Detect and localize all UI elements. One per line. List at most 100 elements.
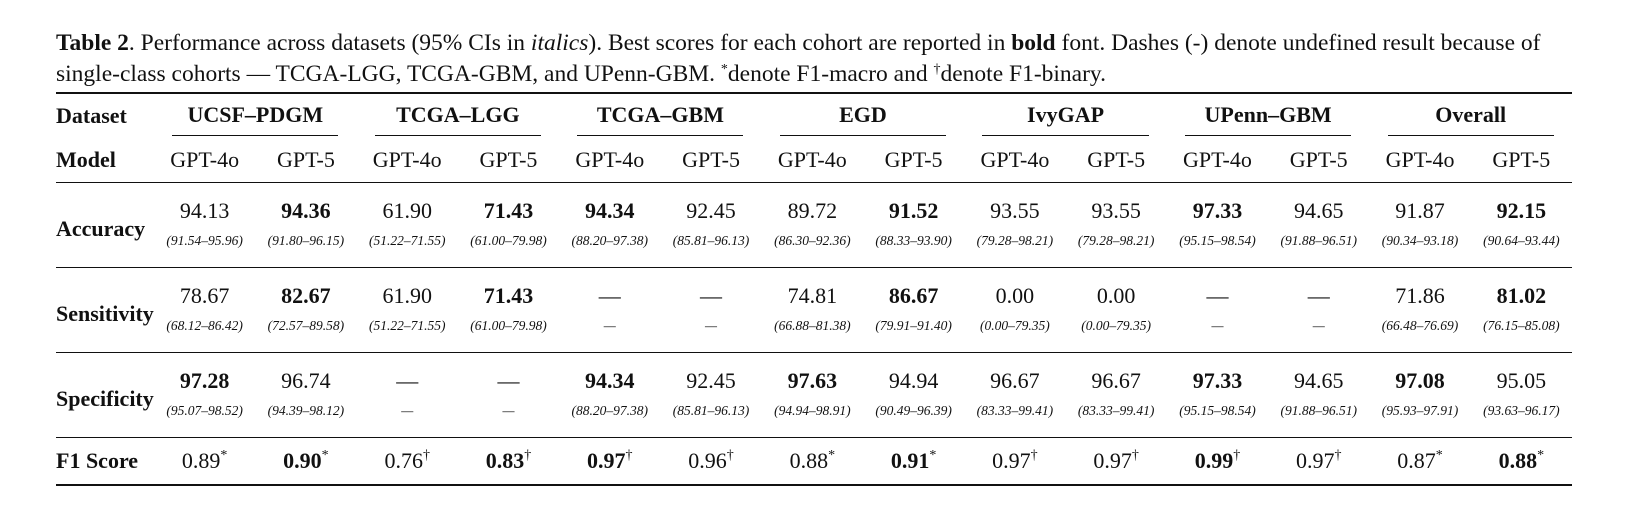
sensitivity-value-cell: 86.67 bbox=[888, 283, 939, 308]
accuracy-value-cell: 93.55 bbox=[990, 198, 1040, 223]
dataset-header-cell: Overall bbox=[1369, 93, 1572, 138]
dataset-name: Overall bbox=[1387, 102, 1554, 136]
sensitivity-ci-cell: (72.57–89.58) bbox=[267, 318, 345, 333]
dataset-name: IvyGAP bbox=[982, 102, 1149, 136]
accuracy-value-cell: 94.34 bbox=[585, 198, 635, 223]
sensitivity-value-cell: 71.86 bbox=[1395, 283, 1445, 308]
sensitivity-value-cell: 61.90 bbox=[382, 283, 432, 308]
accuracy-ci-cell: (91.54–95.96) bbox=[166, 233, 243, 248]
accuracy-value-cell: 92.45 bbox=[686, 198, 736, 223]
f1-mark: † bbox=[625, 448, 633, 463]
f1-mark: † bbox=[1030, 448, 1038, 463]
f1-mark: * bbox=[1537, 448, 1545, 463]
specificity-label: Specificity bbox=[56, 386, 154, 411]
model-header-cell: GPT-5 bbox=[1492, 147, 1551, 172]
specificity-value-cell: 97.08 bbox=[1395, 368, 1445, 393]
specificity-ci-cell: (93.63–96.17) bbox=[1483, 403, 1560, 418]
accuracy-ci-cell: (90.34–93.18) bbox=[1381, 233, 1459, 248]
f1-value: 0.88 bbox=[789, 448, 829, 473]
specificity-value-cell: — bbox=[497, 368, 520, 393]
sensitivity-value-cell: 0.00 bbox=[995, 283, 1035, 308]
f1-row: F1 Score 0.89* 0.90* 0.76† 0.83† 0.97† 0.96† 0.… bbox=[56, 437, 1572, 486]
f1-value-cell: 0.90* bbox=[255, 438, 356, 486]
sensitivity-value-cell: 81.02 bbox=[1496, 283, 1547, 308]
dataset-header-cell: EGD bbox=[762, 93, 965, 138]
dataset-header-cell: TCGA–GBM bbox=[559, 93, 762, 138]
f1-value-cell: 0.96† bbox=[660, 438, 761, 486]
sensitivity-ci-row: (68.12–86.42) (72.57–89.58) (51.22–71.55) (… bbox=[56, 316, 1572, 353]
specificity-ci-cell: (91.88–96.51) bbox=[1280, 403, 1357, 418]
sensitivity-ci-cell: (66.48–76.69) bbox=[1381, 318, 1459, 333]
f1-value-cell: 0.97† bbox=[1268, 438, 1369, 486]
accuracy-ci-row: (91.54–95.96) (91.80–96.15) (51.22–71.55) (… bbox=[56, 231, 1572, 268]
model-header-cell: GPT-4o bbox=[1183, 147, 1252, 172]
accuracy-value-cell: 61.90 bbox=[382, 198, 432, 223]
caption-text-3: font. Dashes (-) denote undefined result… bbox=[56, 30, 1541, 87]
accuracy-value-cell: 94.36 bbox=[281, 198, 331, 223]
caption-text-5: denote F1-binary. bbox=[940, 61, 1107, 87]
sensitivity-ci-cell: (76.15–85.08) bbox=[1483, 318, 1560, 333]
specificity-ci-cell: (95.07–98.52) bbox=[166, 403, 243, 418]
sensitivity-value-cell: — bbox=[700, 283, 723, 308]
specificity-ci-cell: — bbox=[401, 403, 414, 418]
specificity-value-cell: 97.28 bbox=[179, 368, 230, 393]
model-header-cell: GPT-5 bbox=[479, 147, 538, 172]
f1-value-cell: 0.89* bbox=[154, 438, 255, 486]
accuracy-ci-cell: (51.22–71.55) bbox=[368, 233, 446, 248]
specificity-ci-cell: (83.33–99.41) bbox=[976, 403, 1054, 418]
sensitivity-value-cell: 0.00 bbox=[1096, 283, 1136, 308]
sensitivity-ci-cell: (79.91–91.40) bbox=[875, 318, 952, 333]
dataset-header-cell: TCGA–LGG bbox=[357, 93, 560, 138]
specificity-ci-cell: (95.93–97.91) bbox=[1381, 403, 1459, 418]
f1-mark: * bbox=[1435, 448, 1443, 463]
accuracy-value-cell: 92.15 bbox=[1496, 198, 1547, 223]
f1-value: 0.90 bbox=[283, 448, 322, 473]
sensitivity-value-cell: — bbox=[1307, 283, 1330, 308]
f1-label: F1 Score bbox=[56, 448, 139, 473]
specificity-value-cell: 95.05 bbox=[1496, 368, 1547, 393]
sensitivity-ci-cell: (66.88–81.38) bbox=[774, 318, 851, 333]
model-header-label: Model bbox=[56, 147, 116, 172]
accuracy-ci-cell: (95.15–98.54) bbox=[1179, 233, 1256, 248]
accuracy-value-cell: 91.52 bbox=[888, 198, 939, 223]
f1-value: 0.89 bbox=[181, 448, 221, 473]
model-header-cell: GPT-4o bbox=[1385, 147, 1455, 172]
model-header-cell: GPT-4o bbox=[777, 147, 847, 172]
sensitivity-value-cell: — bbox=[1206, 283, 1229, 308]
model-header-cell: GPT-4o bbox=[372, 147, 442, 172]
results-table: Dataset UCSF–PDGM TCGA–LGG TCGA–GBM EGD IvyG… bbox=[56, 92, 1572, 486]
dataset-header-cell: IvyGAP bbox=[964, 93, 1167, 138]
accuracy-ci-cell: (86.30–92.36) bbox=[774, 233, 851, 248]
specificity-value-cell: 96.67 bbox=[1091, 368, 1141, 393]
specificity-value-cell: 97.33 bbox=[1192, 368, 1243, 393]
table-caption: Table 2. Performance across datasets (95… bbox=[56, 28, 1576, 90]
specificity-value-cell: 94.65 bbox=[1293, 368, 1344, 393]
sensitivity-ci-cell: — bbox=[603, 318, 616, 333]
dataset-name: TCGA–LGG bbox=[374, 102, 541, 136]
caption-text-1: . Performance across datasets (95% CIs i… bbox=[128, 30, 531, 56]
accuracy-value-cell: 93.55 bbox=[1091, 198, 1141, 223]
specificity-value-cell: 96.67 bbox=[990, 368, 1040, 393]
model-header-cell: GPT-4o bbox=[170, 147, 240, 172]
sensitivity-ci-cell: (51.22–71.55) bbox=[368, 318, 446, 333]
f1-mark: † bbox=[422, 448, 430, 463]
f1-value-cell: 0.76† bbox=[357, 438, 458, 486]
caption-star: * bbox=[720, 62, 728, 77]
f1-value: 0.99 bbox=[1194, 448, 1234, 473]
f1-mark: † bbox=[1131, 448, 1139, 463]
f1-mark: * bbox=[220, 448, 228, 463]
accuracy-value-cell: 91.87 bbox=[1395, 198, 1445, 223]
specificity-ci-cell: — bbox=[502, 403, 515, 418]
specificity-ci-cell: (94.39–98.12) bbox=[267, 403, 345, 418]
model-header-cell: GPT-5 bbox=[884, 147, 943, 172]
f1-mark: † bbox=[1233, 448, 1241, 463]
f1-value-cell: 0.97† bbox=[559, 438, 660, 486]
f1-mark: * bbox=[828, 448, 836, 463]
f1-value: 0.83 bbox=[485, 448, 525, 473]
sensitivity-value-cell: 71.43 bbox=[483, 283, 534, 308]
sensitivity-ci-cell: (0.00–79.35) bbox=[980, 318, 1050, 333]
accuracy-ci-cell: (85.81–96.13) bbox=[672, 233, 750, 248]
model-header-cell: GPT-5 bbox=[276, 147, 335, 172]
f1-value: 0.97 bbox=[1295, 448, 1335, 473]
dataset-header-label: Dataset bbox=[56, 103, 127, 128]
